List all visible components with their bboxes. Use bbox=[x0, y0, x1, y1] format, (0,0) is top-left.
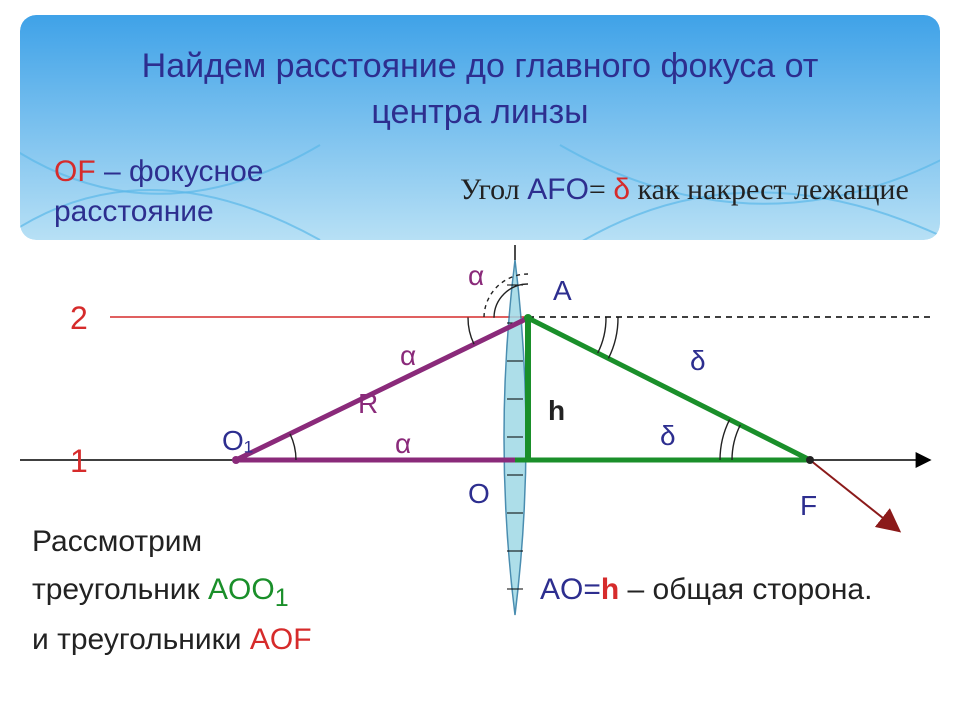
o1-point-label: O₁ bbox=[222, 425, 253, 457]
of-focal-distance-line1: ОF – фокусное bbox=[54, 155, 263, 189]
consider-text: Рассмотрим bbox=[32, 525, 202, 559]
arc-alpha-bot bbox=[290, 434, 296, 460]
delta-label-top: δ bbox=[690, 345, 706, 377]
arc-delta-top bbox=[598, 317, 606, 353]
triangle-aof: и треугольники AOF bbox=[32, 623, 312, 657]
f-point-label: F bbox=[800, 490, 817, 522]
delta-label-bot: δ bbox=[660, 420, 676, 452]
refracted-ray-ext bbox=[810, 460, 898, 530]
ray-label-2: 2 bbox=[70, 300, 88, 337]
tri1-pre: треугольник bbox=[32, 573, 208, 606]
point-a bbox=[524, 314, 532, 322]
ao-h-common-side: AO=h – общая сторона. bbox=[540, 573, 872, 607]
afo-delta: δ bbox=[613, 173, 630, 206]
arc-delta-bot-2 bbox=[720, 420, 730, 460]
afo-post: как накрест лежащие bbox=[630, 173, 909, 206]
alpha-label-bot: α bbox=[395, 428, 411, 460]
r-label: R bbox=[358, 388, 378, 420]
ao-post: – общая сторона. bbox=[619, 573, 872, 606]
afo-pre: Угол bbox=[460, 173, 527, 206]
tri1-sub: 1 bbox=[275, 584, 289, 612]
a-point-label: A bbox=[553, 275, 572, 307]
ao-symbol: AO= bbox=[540, 573, 601, 606]
ao-h: h bbox=[601, 573, 619, 606]
afo-eq: = bbox=[589, 173, 613, 206]
point-o1 bbox=[232, 456, 240, 464]
angle-afo-statement: Угол AFO= δ как накрест лежащие bbox=[460, 173, 909, 207]
afo-name: AFO bbox=[527, 173, 589, 206]
h-label: h bbox=[548, 395, 565, 427]
arc-alpha-mid bbox=[468, 318, 474, 345]
o-point-label: O bbox=[468, 478, 490, 510]
tri2-name: AOF bbox=[250, 623, 312, 656]
arc-delta-bot bbox=[732, 425, 740, 460]
alpha-label-mid: α bbox=[400, 340, 416, 372]
tri1-name: AOO bbox=[208, 573, 275, 606]
of-text: – фокусное bbox=[96, 155, 264, 188]
arc-delta-top-2 bbox=[608, 317, 618, 358]
ray-label-1: 1 bbox=[70, 443, 88, 480]
segment-o1-a bbox=[236, 318, 528, 460]
point-f bbox=[806, 456, 814, 464]
of-symbol: ОF bbox=[54, 155, 96, 188]
tri2-pre: и треугольники bbox=[32, 623, 250, 656]
arc-alpha-top-dash bbox=[484, 274, 528, 318]
alpha-label-top: α bbox=[468, 260, 484, 292]
triangle-aoo1: треугольник AOO1 bbox=[32, 573, 289, 613]
of-focal-distance-line2: расстояние bbox=[54, 195, 214, 229]
